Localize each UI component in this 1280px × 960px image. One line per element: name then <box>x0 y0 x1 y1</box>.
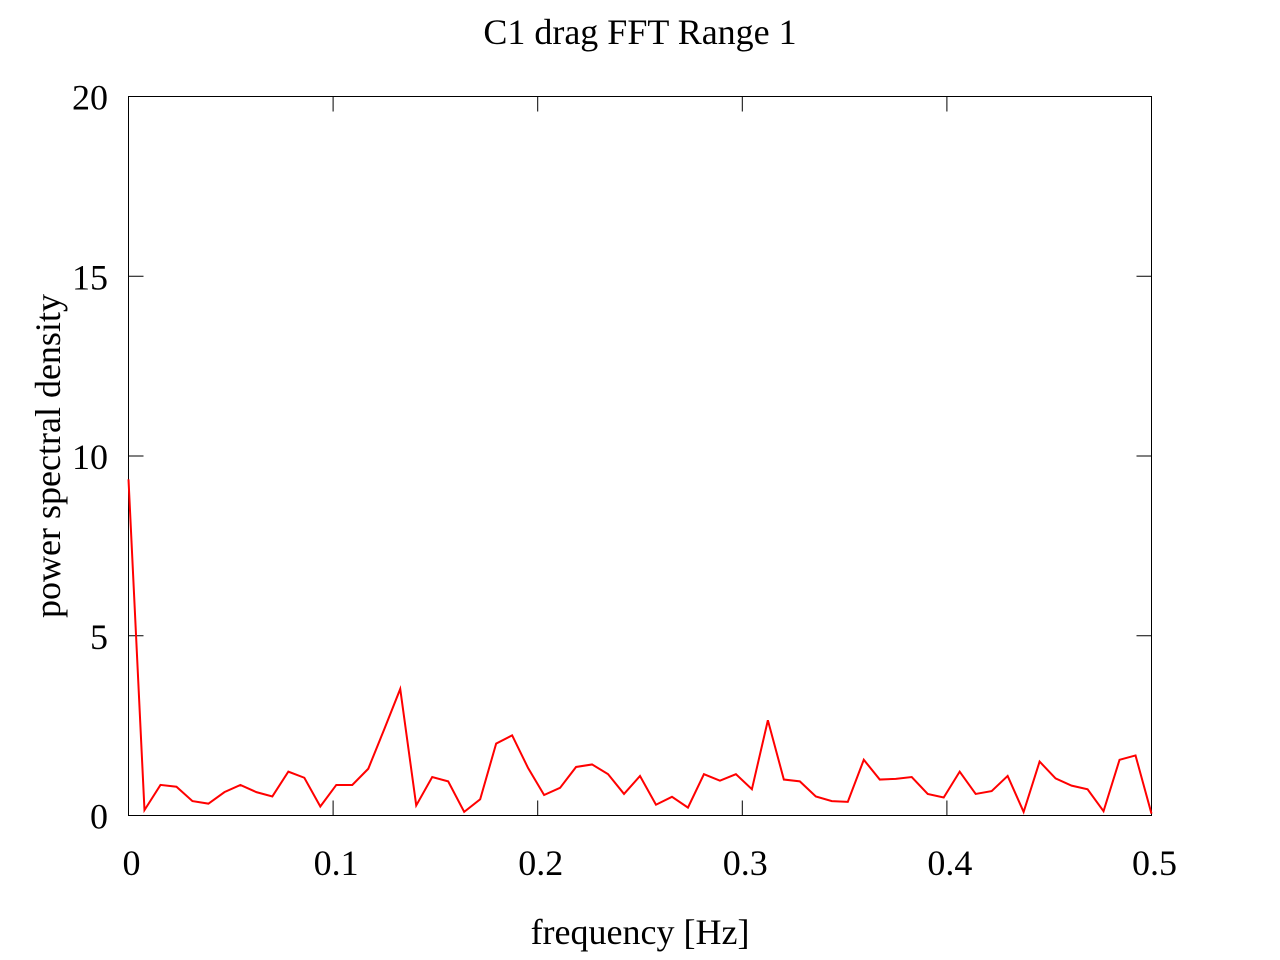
y-tick-label: 0 <box>90 797 108 837</box>
x-tick-label: 0.4 <box>927 843 972 883</box>
x-tick-label: 0 <box>123 843 141 883</box>
x-tick-label: 0.1 <box>314 843 359 883</box>
x-tick-label: 0.3 <box>723 843 768 883</box>
y-axis-label: power spectral density <box>28 294 68 618</box>
y-tick-label: 15 <box>72 257 108 297</box>
series-line <box>127 479 1153 815</box>
chart-title: C1 drag FFT Range 1 <box>483 12 796 52</box>
y-tick-label: 10 <box>72 437 108 477</box>
x-tick-label: 0.2 <box>518 843 563 883</box>
data-series <box>127 479 1153 815</box>
axis-ticks: 0 0.1 0.2 0.3 0.4 0.5 0 5 10 15 20 <box>72 78 1177 884</box>
x-axis-label: frequency [Hz] <box>531 912 750 952</box>
y-tick-label: 20 <box>72 78 108 118</box>
plot-frame <box>128 96 1152 816</box>
x-tick-label: 0.5 <box>1132 843 1177 883</box>
y-tick-label: 5 <box>90 617 108 657</box>
